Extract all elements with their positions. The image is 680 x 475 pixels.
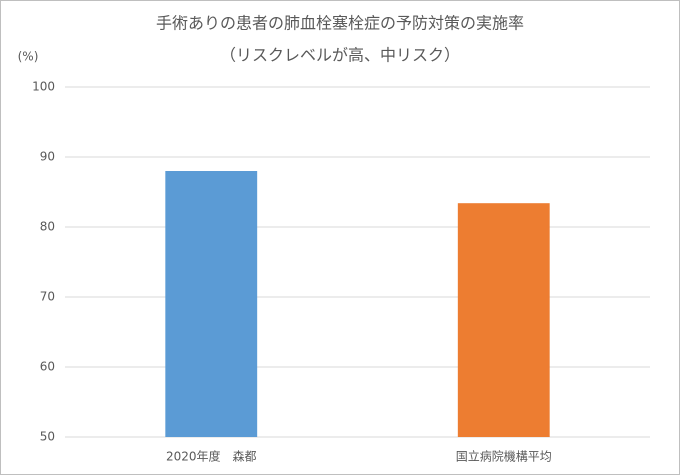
bar [457, 203, 550, 437]
y-tick-label: 50 [40, 430, 55, 444]
y-tick-label: 80 [40, 220, 55, 234]
chart-title: 手術ありの患者の肺血栓塞栓症の予防対策の実施率 [156, 14, 524, 33]
y-tick-label: 100 [32, 80, 55, 94]
bar [165, 171, 258, 437]
chart-subtitle: （リスクレベルが高、中リスク） [220, 46, 460, 65]
y-tick-label: 70 [40, 290, 55, 304]
x-tick-label: 国立病院機構平均 [456, 449, 552, 464]
y-axis-label: (%) [18, 50, 39, 64]
y-tick-label: 60 [40, 360, 55, 374]
y-tick-label: 90 [40, 150, 55, 164]
x-tick-label: 2020年度 森都 [166, 449, 257, 464]
